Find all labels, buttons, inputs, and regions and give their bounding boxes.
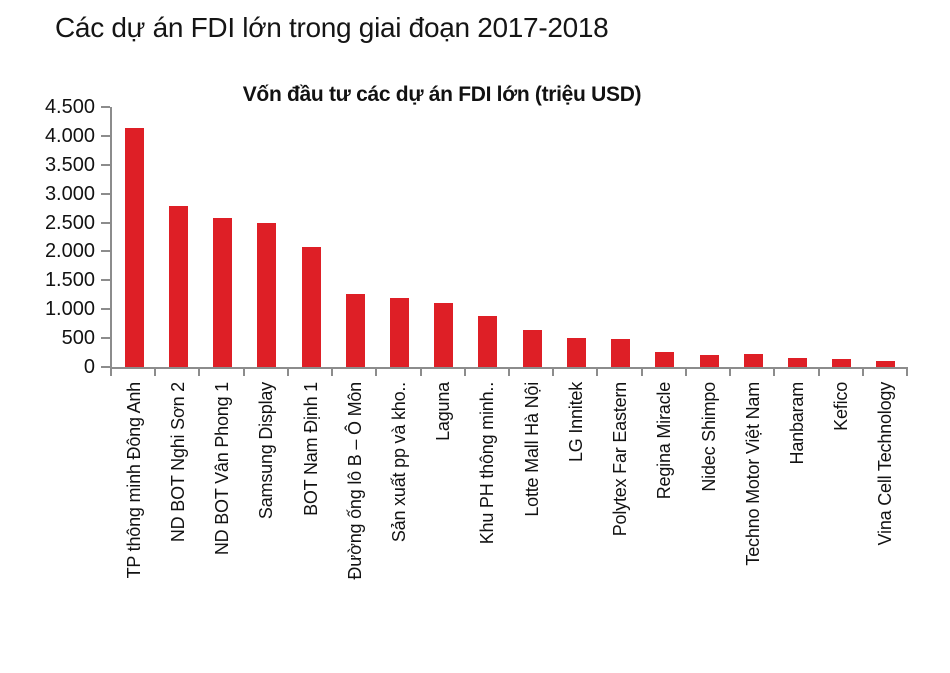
y-axis-tick [101,106,110,108]
x-axis-tick [287,367,289,376]
x-axis-tick [154,367,156,376]
x-axis-label: TP thông minh Đông Anh [123,382,144,579]
y-axis-tick [101,366,110,368]
y-axis-label: 3.000 [44,182,95,205]
y-axis-label: 2.500 [44,211,95,234]
x-axis-label: Polytex Far Eastern [610,382,631,537]
x-axis-label: Lotte Mall Hà Nội [521,382,542,517]
y-axis-label: 1.000 [44,298,95,321]
y-axis-label: 500 [61,327,95,350]
bar [876,360,896,367]
y-axis-label: 3.500 [44,153,95,176]
x-axis-label: Sản xuất pp và kho.. [388,382,409,543]
y-axis-label: 2.000 [44,240,95,263]
y-axis-tick [101,221,110,224]
bar [124,127,144,367]
x-axis-tick [596,367,598,376]
y-axis-tick [101,279,110,282]
bar [478,316,498,367]
x-axis-label: Nidec Shimpo [698,382,719,492]
x-axis-tick [641,367,643,376]
chart-title: Vốn đầu tư các dự án FDI lớn (triệu USD) [242,83,642,106]
x-axis-label: ND BOT Vân Phong 1 [212,382,233,556]
y-axis-label: 4.000 [44,124,95,147]
y-axis-tick [101,192,110,195]
bar [522,330,542,367]
bar [787,357,807,367]
x-axis-tick [508,367,510,376]
x-axis-label: BOT Nam Định 1 [300,382,321,516]
x-axis-label: ND BOT Nghi Sơn 2 [167,382,188,543]
bar [213,217,233,367]
bar [301,247,321,367]
x-axis-label: Vina Cell Technology [875,382,896,546]
x-axis-tick [552,367,554,376]
bar [434,303,454,367]
x-axis-tick [243,367,245,376]
x-axis-label: Hanbaram [786,382,807,465]
x-axis-tick [110,367,112,376]
x-axis-label: Regina Miracle [654,382,675,500]
plot-area: 0 500 1.000 1.500 2.000 2.500 3.000 3.500 4.000 4… [45,96,908,378]
x-axis-label: Khu PH thông minh.. [477,382,498,545]
x-axis-label: LG Innitek [565,382,586,463]
bar [655,351,675,367]
x-axis-label: Laguna [433,382,454,441]
bar [832,359,852,367]
x-axis-tick [862,367,864,376]
y-axis-tick [101,337,110,340]
x-axis-tick [729,367,731,376]
bar [257,222,277,367]
y-axis-tick [101,134,110,137]
x-axis-label: Samsung Display [256,382,277,520]
x-axis-tick [906,367,908,376]
y-axis-label: 4.500 [44,96,95,118]
bar [743,354,763,367]
bar [168,205,188,367]
bar [699,354,719,367]
x-axis-tick [331,367,333,376]
x-axis-label: Kefico [831,382,852,431]
y-axis-tick [101,250,110,253]
x-axis-tick [818,367,820,376]
x-axis-tick [773,367,775,376]
x-axis-tick [420,367,422,376]
y-axis-tick [101,163,110,166]
y-axis-label: 0 [83,356,95,378]
x-axis-tick [375,367,377,376]
page-title: Các dự án FDI lớn trong giai đoạn 2017-2… [55,12,609,43]
y-axis-tick [101,308,110,311]
x-axis-tick [198,367,200,376]
x-axis-tick [464,367,466,376]
x-axis-tick [685,367,687,376]
bar [345,293,365,367]
y-axis-label: 1.500 [44,269,95,292]
x-axis-label: Techno Motor Việt Nam [742,382,763,566]
bar [566,338,586,367]
bar [611,338,631,367]
x-axis-label: Đường ống lô B – Ô Môn [344,382,365,580]
bar [389,297,409,367]
